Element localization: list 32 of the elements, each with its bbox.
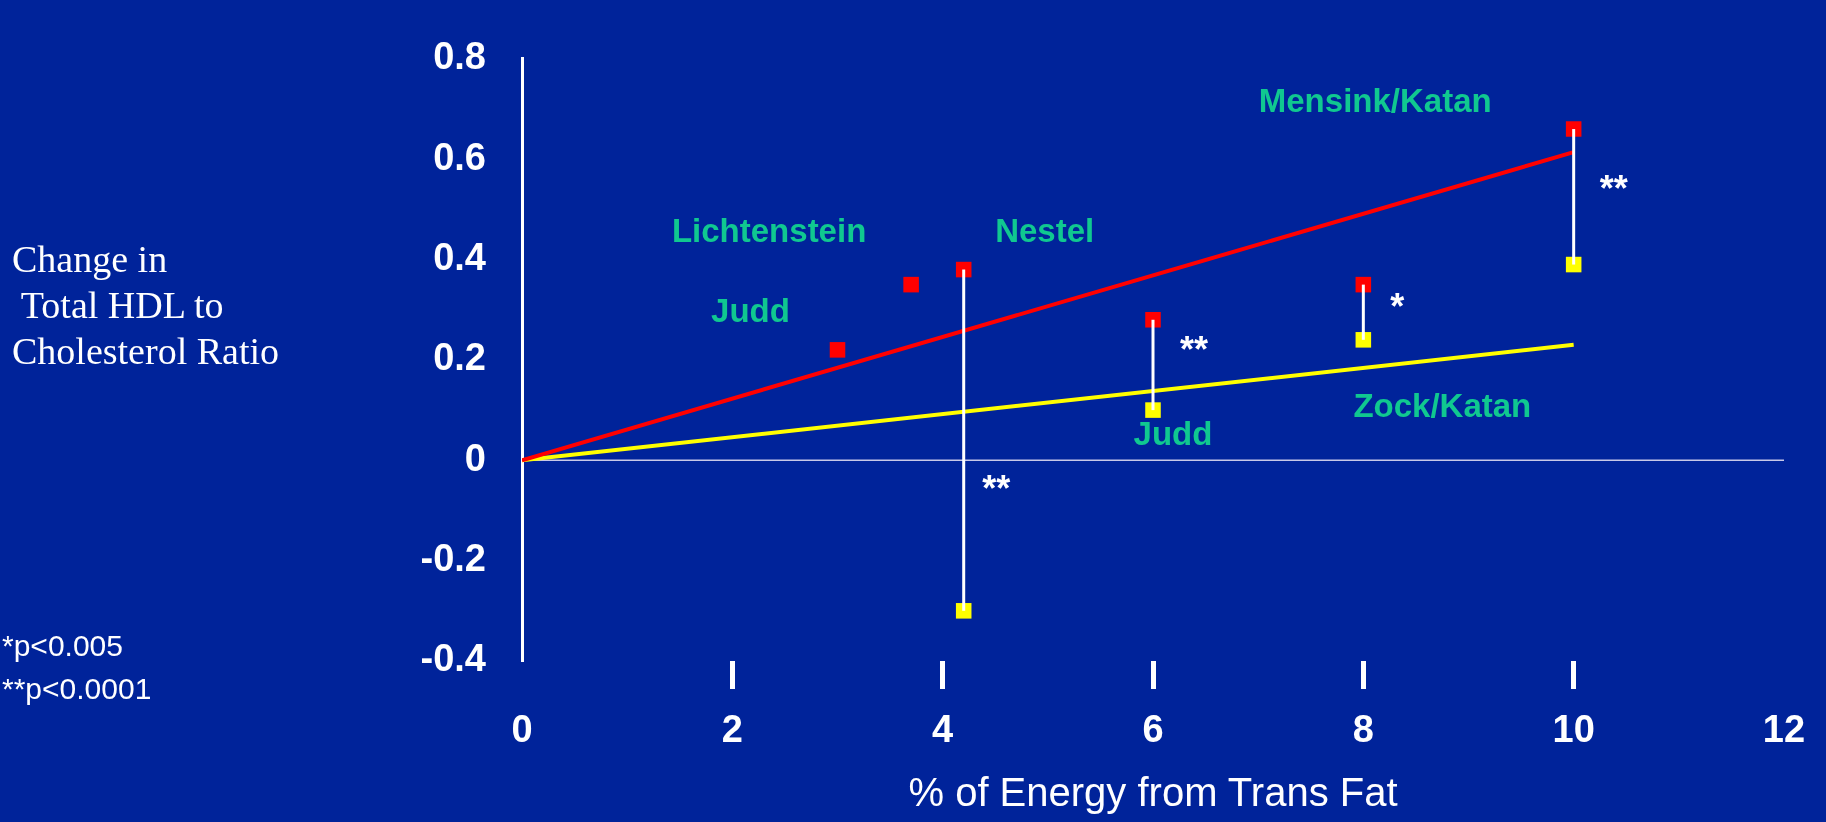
y-tick-label: -0.4 [420,637,486,680]
point [903,276,919,293]
x-tick-label: 6 [1142,708,1164,751]
annotation: ** [1599,168,1628,210]
x-tick-label: 10 [1552,708,1595,751]
annotation: * [1390,285,1405,327]
annotation: ** [1179,329,1209,371]
x-tick-label: 0 [511,708,533,751]
text: *p<0.005 [2,628,124,664]
y-tick-label: 0.6 [433,135,486,178]
y-tick-label: 0.8 [433,35,486,78]
annotation: ** [982,468,1011,510]
x-tick-label: 4 [932,708,954,751]
y-tick-label: 0.2 [433,336,486,379]
annotation: Zock/Katan [1353,386,1532,424]
annotation: Nestel [995,211,1095,249]
x-tick-label: 8 [1352,708,1374,751]
point [1145,402,1161,418]
annotation: Mensink/Katan [1258,82,1492,120]
annotation: Lichtenstein [671,211,867,249]
x-tick-label: 12 [1762,708,1806,751]
y-tick-label: 0.4 [433,236,486,279]
y-tick-label: -0.2 [420,537,486,580]
annotation: Judd [711,291,790,329]
point [1145,311,1161,328]
x-tick-label: 2 [721,708,743,751]
y-axis-title: Change in Total HDL to Cholesterol Ratio [12,237,280,374]
point [829,342,846,358]
annotation: Judd [1133,415,1213,453]
text: **p<0.0001 [2,671,152,707]
y-tick-label: 0 [464,436,486,479]
x-axis-title: % of Energy from Trans Fat [907,770,1399,815]
